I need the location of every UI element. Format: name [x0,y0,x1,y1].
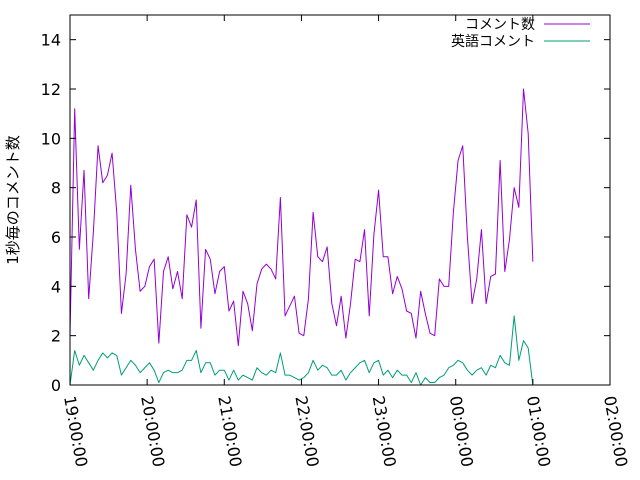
y-tick-label: 12 [41,80,61,99]
x-tick-label: 20:00:00 [137,394,168,468]
x-tick-label: 21:00:00 [214,394,245,468]
x-tick-label: 23:00:00 [369,394,400,468]
y-tick-label: 6 [51,228,61,247]
y-tick-label: 4 [51,277,61,296]
y-tick-label: 14 [41,31,61,50]
series-layer [69,88,534,386]
series-line-1 [69,88,534,347]
y-axis-title: 1秒毎のコメント数 [4,135,22,265]
y-tick-label: 10 [41,129,61,148]
x-tick-label: 01:00:00 [523,394,554,468]
ticks-layer [69,15,611,386]
y-tick-label: 0 [51,376,61,395]
series-line-2 [69,315,534,386]
legend-label-1: コメント数 [465,17,535,33]
y-tick-label: 8 [51,179,61,198]
plot-frame [69,14,611,386]
x-tick-label: 00:00:00 [446,394,477,468]
legend-label-2: 英語コメント [451,33,535,50]
x-tick-label: 02:00:00 [600,394,631,468]
x-tick-label: 19:00:00 [60,394,91,468]
x-tick-label: 22:00:00 [291,394,322,468]
y-tick-label: 2 [51,327,61,346]
labels-layer: 0 2 4 6 8 10 12 14 19:00:00 20:00:00 21:00:00 22:00… [41,31,632,469]
